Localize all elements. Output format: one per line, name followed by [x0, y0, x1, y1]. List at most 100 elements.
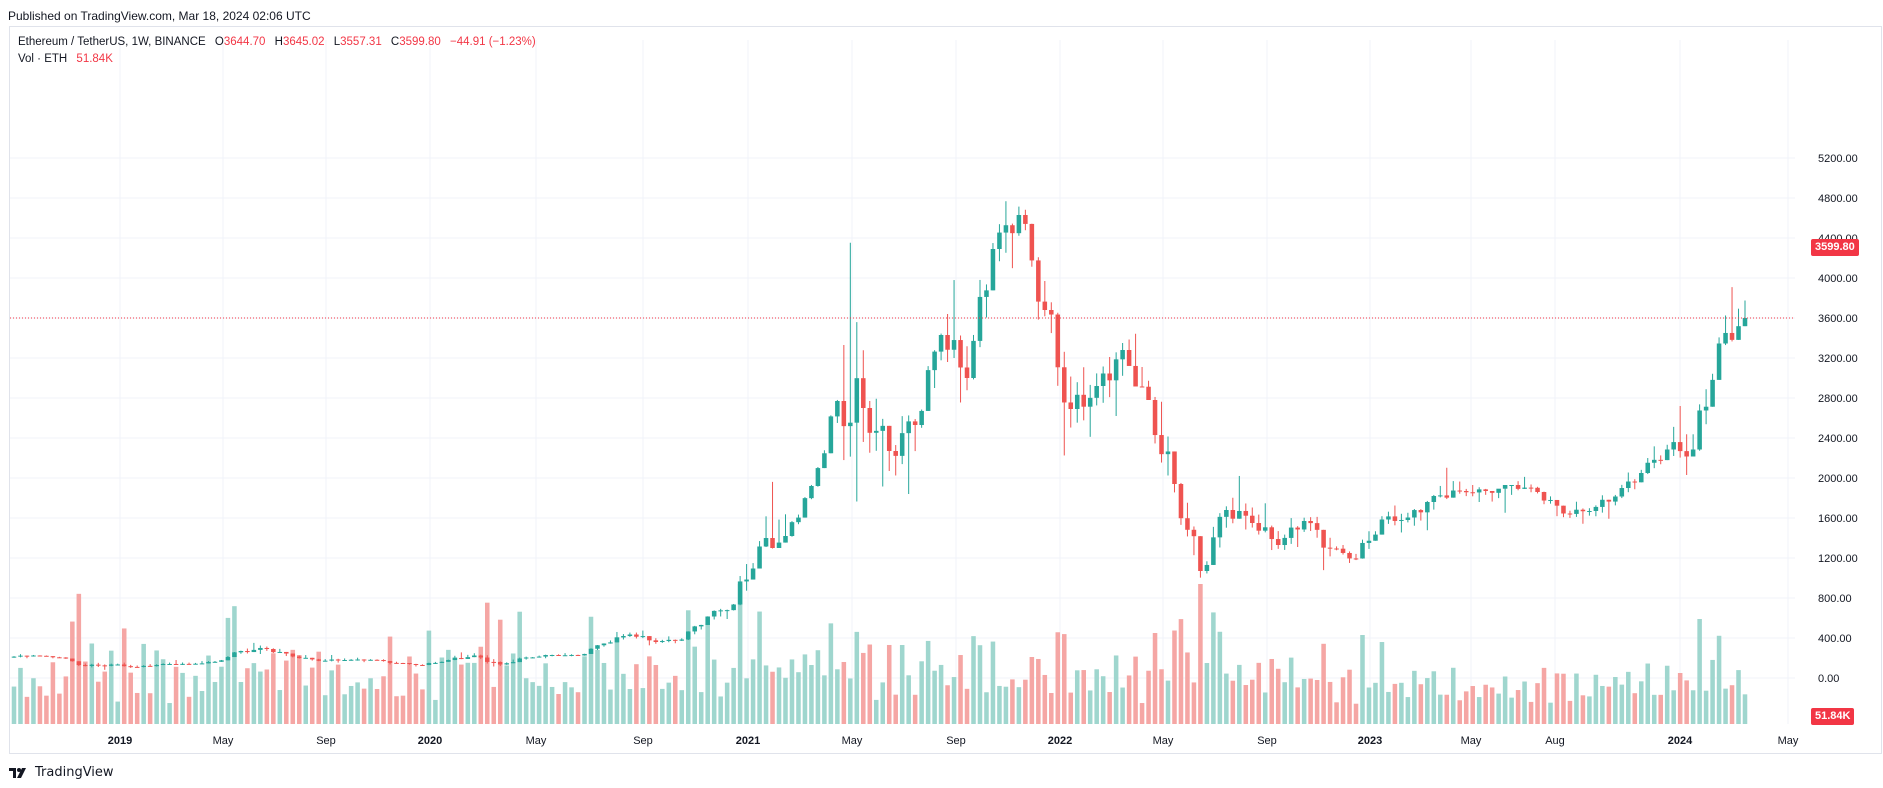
volume-bar: [128, 672, 133, 724]
candle-body: [997, 232, 1002, 249]
candle-body: [426, 663, 432, 665]
candle-body: [1340, 548, 1346, 553]
candle-body: [1107, 373, 1112, 381]
candle-body: [1431, 496, 1437, 502]
candle-body: [614, 637, 620, 643]
volume-bar: [11, 686, 17, 724]
candle-body: [1710, 379, 1715, 407]
candle-body: [653, 640, 659, 642]
volume-bar: [1094, 669, 1099, 724]
legend-line-volume: Vol · ETH 51.84K: [18, 51, 536, 68]
volume-bar: [763, 665, 769, 724]
volume-bar: [1690, 690, 1696, 724]
open-value: 3644.70: [223, 36, 266, 48]
volume-bar: [1742, 694, 1748, 724]
volume-bar: [1489, 687, 1495, 724]
candle-body: [556, 655, 561, 656]
candle-body: [1548, 499, 1553, 501]
volume-bar: [1561, 673, 1566, 724]
volume-bar: [1243, 685, 1249, 724]
candle-body: [1074, 394, 1080, 409]
candle-body: [173, 663, 179, 665]
candle-body: [1386, 516, 1391, 520]
candle-body: [783, 536, 788, 543]
candle-body: [543, 655, 548, 657]
x-tick-label: 2022: [1048, 735, 1072, 747]
candle-body: [679, 639, 685, 641]
volume-bar: [1023, 679, 1028, 724]
volume-bar: [238, 681, 244, 724]
candle-body: [1010, 225, 1015, 234]
volume-bar: [698, 692, 704, 724]
candle-body: [141, 665, 146, 667]
candle-body: [588, 648, 594, 654]
volume-bar: [1275, 668, 1281, 724]
tradingview-logo-icon[interactable]: [9, 765, 31, 779]
volume-bar: [24, 696, 30, 724]
candle-body: [31, 655, 36, 657]
candle-body: [640, 636, 646, 638]
volume-bar: [18, 667, 23, 724]
candle-body: [368, 659, 373, 661]
candle-body: [1619, 488, 1625, 497]
y-tick-label: 4800.00: [1818, 193, 1858, 205]
volume-bar: [89, 643, 95, 724]
volume-bar: [147, 693, 153, 724]
candle-body: [491, 661, 497, 663]
volume-bar: [497, 619, 503, 724]
volume-bar: [776, 667, 782, 724]
volume-bar: [809, 665, 814, 724]
volume-bar: [835, 669, 840, 724]
volume-bar: [1463, 691, 1469, 724]
volume-bar: [1554, 673, 1560, 724]
volume-bar: [562, 682, 568, 724]
candle-body: [1126, 350, 1132, 366]
candle-body: [400, 663, 406, 664]
volume-bar: [1619, 684, 1625, 724]
candle-body: [737, 581, 743, 605]
x-tick-label: Sep: [316, 735, 336, 747]
volume-bar: [1198, 584, 1203, 724]
volume-bar: [1379, 642, 1385, 724]
chart-frame[interactable]: [9, 26, 1882, 754]
candle-body: [1742, 318, 1748, 327]
candle-body: [1081, 394, 1086, 407]
volume-bar: [815, 650, 821, 724]
volume-bar: [212, 681, 218, 724]
footer: TradingView: [9, 761, 114, 783]
volume-bar: [478, 646, 484, 724]
candle-body: [595, 645, 600, 649]
volume-bar: [387, 636, 393, 724]
volume-bar: [1321, 643, 1326, 724]
volume-bar: [1541, 667, 1547, 724]
volume-bar: [1353, 703, 1359, 724]
candle-body: [44, 655, 49, 657]
candle-body: [1645, 462, 1651, 473]
volume-bar: [290, 649, 296, 724]
volume-bar: [1574, 673, 1579, 724]
candle-body: [575, 654, 581, 656]
volume-bar: [368, 678, 373, 724]
volume-bar: [63, 676, 69, 724]
candle-body: [186, 663, 192, 665]
y-tick-label: 3600.00: [1818, 313, 1858, 325]
volume-bar: [491, 686, 497, 724]
volume-bar: [173, 666, 179, 724]
volume-bar: [1587, 696, 1592, 724]
volume-bar: [1152, 633, 1158, 724]
volume-bar: [1710, 659, 1715, 724]
candle-body: [692, 626, 697, 632]
volume-bar: [569, 687, 574, 724]
volume-bar: [1256, 662, 1262, 724]
volume-bar: [912, 694, 918, 724]
volume-bar: [1373, 682, 1378, 724]
candle-body: [1198, 536, 1203, 571]
candle-body: [835, 401, 840, 417]
candle-body: [1230, 510, 1236, 519]
volume-bar: [1224, 673, 1229, 724]
volume-bar: [154, 650, 159, 724]
candle-body: [1515, 485, 1521, 489]
x-tick-label: 2021: [736, 735, 760, 747]
volume-bar: [1314, 680, 1320, 724]
